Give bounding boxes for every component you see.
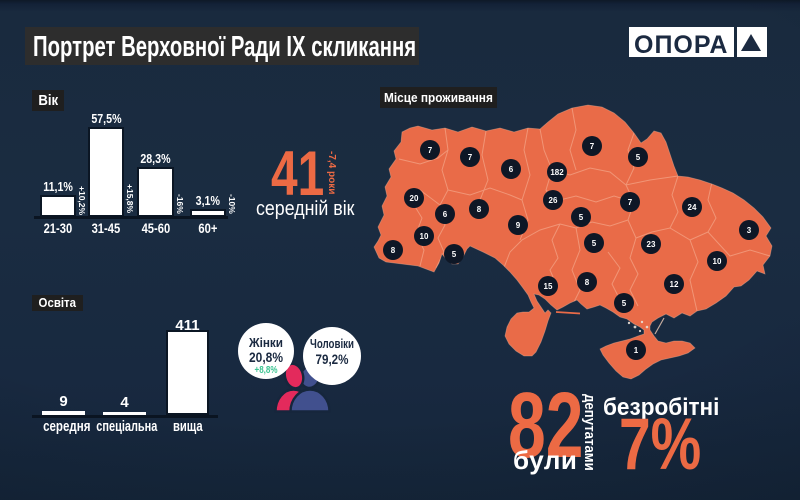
svg-text:8: 8	[391, 246, 396, 255]
svg-text:5: 5	[636, 153, 641, 162]
svg-text:5: 5	[579, 213, 584, 222]
svg-text:+8,8%: +8,8%	[255, 365, 278, 376]
svg-text:20,8%: 20,8%	[249, 349, 283, 365]
svg-text:7: 7	[468, 153, 473, 162]
svg-text:24: 24	[688, 203, 697, 212]
svg-text:6: 6	[509, 165, 514, 174]
svg-text:9: 9	[516, 221, 521, 230]
svg-text:7: 7	[428, 146, 433, 155]
svg-text:23: 23	[647, 240, 656, 249]
svg-text:Чоловіки: Чоловіки	[310, 336, 354, 351]
svg-text:5: 5	[452, 250, 457, 259]
svg-text:182: 182	[550, 168, 564, 177]
svg-text:5: 5	[592, 239, 597, 248]
svg-text:10: 10	[420, 232, 429, 241]
svg-text:7: 7	[590, 142, 595, 151]
svg-text:15: 15	[544, 282, 553, 291]
svg-text:79,2%: 79,2%	[316, 351, 349, 367]
svg-text:26: 26	[549, 196, 558, 205]
svg-text:7: 7	[628, 198, 633, 207]
svg-text:8: 8	[477, 205, 482, 214]
svg-text:20: 20	[410, 194, 419, 203]
svg-text:10: 10	[713, 257, 722, 266]
svg-text:3: 3	[747, 226, 752, 235]
svg-text:6: 6	[443, 210, 448, 219]
svg-text:5: 5	[622, 299, 627, 308]
svg-text:12: 12	[670, 280, 679, 289]
svg-text:1: 1	[634, 346, 639, 355]
svg-text:Жінки: Жінки	[248, 335, 283, 350]
svg-text:8: 8	[585, 278, 590, 287]
